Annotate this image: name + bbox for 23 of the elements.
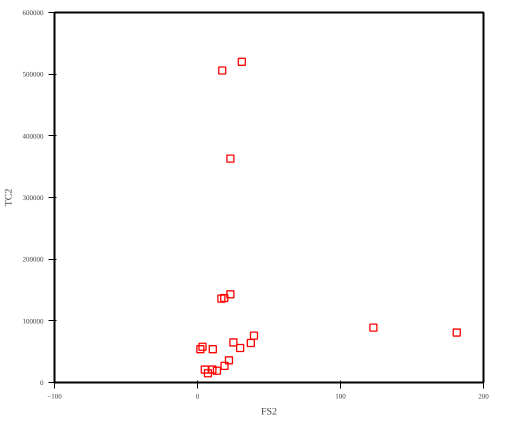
point: [218, 66, 226, 75]
point: [226, 154, 235, 163]
point: [217, 294, 226, 303]
x-axis-title: FS2: [260, 406, 278, 418]
point: [250, 331, 258, 340]
point: [208, 345, 217, 354]
point: [200, 365, 209, 374]
point: [229, 338, 238, 347]
point: [196, 345, 205, 354]
point: [198, 342, 207, 351]
point: [220, 362, 229, 370]
point: [226, 290, 235, 298]
point: [208, 365, 217, 374]
point: [369, 323, 378, 332]
point: [204, 369, 212, 378]
point: [246, 338, 255, 348]
y-axis-title: TC2: [4, 188, 14, 206]
point: [238, 58, 246, 66]
point: [224, 356, 234, 364]
point: [220, 294, 228, 302]
point: [212, 366, 222, 375]
point: [236, 344, 244, 352]
point: [452, 328, 461, 337]
